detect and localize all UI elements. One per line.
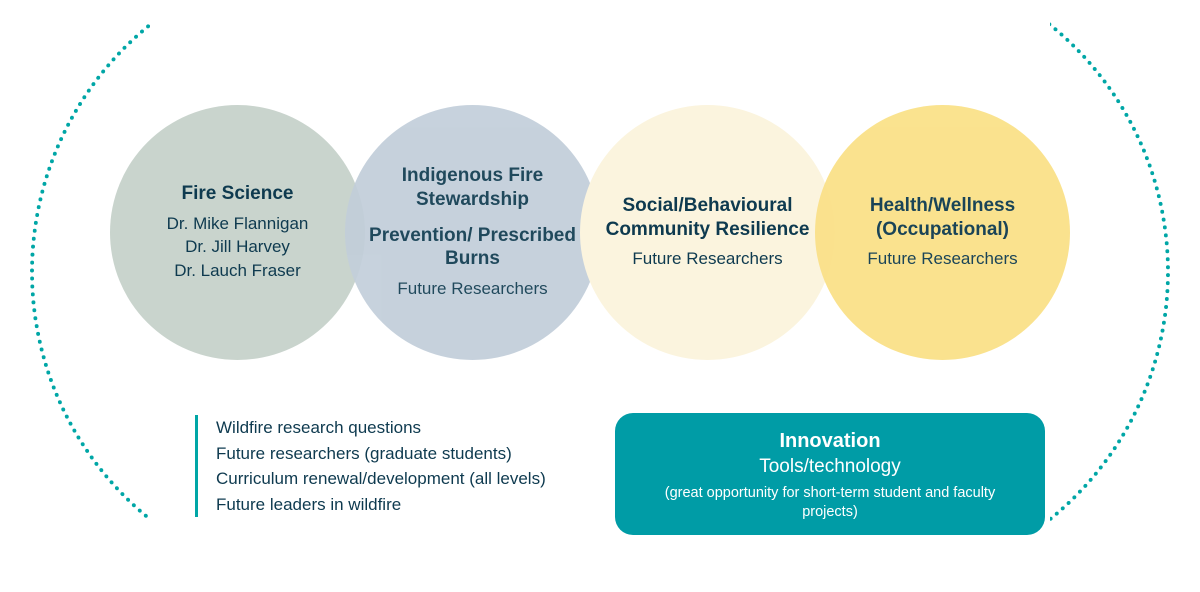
outcomes-list: Wildfire research questions Future resea… [195, 415, 546, 517]
diagram-canvas: Fire Science Dr. Mike Flannigan Dr. Jill… [0, 0, 1200, 565]
list-item: Curriculum renewal/development (all leve… [216, 466, 546, 492]
innovation-subtitle: Tools/technology [639, 455, 1021, 480]
list-item: Wildfire research questions [216, 415, 546, 441]
circle-title: Fire Science [182, 182, 294, 206]
circle-indigenous-stewardship: Indigenous Fire Stewardship Prevention/ … [345, 105, 600, 360]
circle-fire-science: Fire Science Dr. Mike Flannigan Dr. Jill… [110, 105, 365, 360]
innovation-box: Innovation Tools/technology (great oppor… [615, 413, 1045, 535]
list-item: Future researchers (graduate students) [216, 441, 546, 467]
researcher-name: Dr. Mike Flannigan [167, 212, 309, 236]
circle-health-wellness: Health/Wellness (Occupational) Future Re… [815, 105, 1070, 360]
list-item: Future leaders in wildfire [216, 492, 546, 518]
researcher-note: Future Researchers [397, 277, 547, 301]
researcher-name: Dr. Lauch Fraser [174, 259, 301, 283]
circle-title-secondary: Prevention/ Prescribed Burns [365, 224, 580, 272]
researcher-name: Dr. Jill Harvey [185, 235, 290, 259]
circle-title: Social/Behavioural Community Resilience [600, 194, 815, 242]
innovation-note: (great opportunity for short-term studen… [639, 484, 1021, 522]
circle-title: Health/Wellness (Occupational) [835, 194, 1050, 242]
innovation-title: Innovation [639, 429, 1021, 453]
researcher-note: Future Researchers [867, 247, 1017, 271]
researcher-note: Future Researchers [632, 247, 782, 271]
circle-title: Indigenous Fire Stewardship [365, 164, 580, 212]
circle-social-behavioural: Social/Behavioural Community Resilience … [580, 105, 835, 360]
